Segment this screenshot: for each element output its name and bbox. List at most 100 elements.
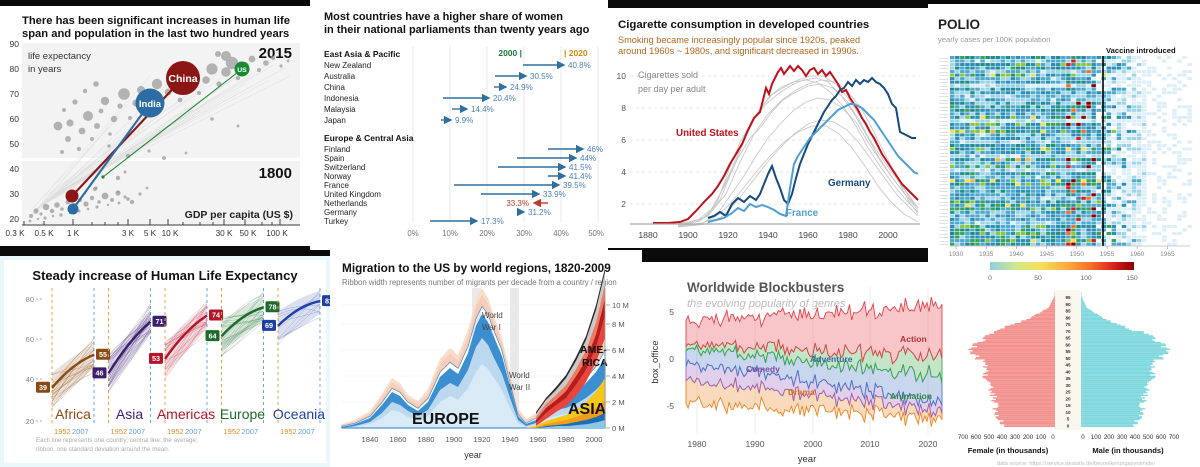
- polio-cell: [1111, 112, 1117, 116]
- polio-cell: [1071, 122, 1076, 126]
- polio-cell: [1010, 175, 1016, 179]
- polio-cell: [1081, 239, 1086, 243]
- pyramid-bar-male: [1081, 389, 1150, 391]
- polio-cell: [1071, 242, 1076, 246]
- country-line: [51, 361, 95, 393]
- polio-cell: [1071, 115, 1076, 119]
- polio-cell: [975, 232, 980, 236]
- polio-cell: [1056, 119, 1061, 123]
- polio-cell: [965, 122, 970, 126]
- polio-cell: [1096, 179, 1101, 183]
- pyramid-bar-female: [968, 348, 1055, 351]
- polio-cell: [1020, 228, 1026, 232]
- polio-cell: [1056, 129, 1061, 133]
- polio-cell: [1035, 161, 1041, 165]
- region-label-asia: ASIA: [568, 401, 607, 418]
- polio-cell: [1030, 165, 1036, 169]
- country-line: [221, 319, 264, 345]
- polio-cell: [1162, 239, 1167, 243]
- polio-cell: [985, 112, 990, 116]
- polio-cell: [970, 203, 975, 207]
- polio-cell: [1045, 239, 1051, 243]
- polio-cell: [1076, 108, 1081, 112]
- country-label: Finland: [324, 145, 350, 154]
- polio-cell: [980, 91, 985, 95]
- polio-cell: [1025, 203, 1031, 207]
- polio-cell: [1066, 207, 1071, 211]
- polio-cell: [965, 77, 970, 81]
- country-line: [108, 328, 151, 392]
- polio-cell: [1131, 224, 1137, 228]
- polio-cell: [950, 210, 955, 214]
- polio-cell: [1040, 182, 1046, 186]
- polio-cell: [1116, 105, 1122, 109]
- polio-cell: [1020, 133, 1026, 137]
- pyramid-bar-male: [1081, 305, 1087, 307]
- polio-cell: [1136, 175, 1142, 179]
- polio-cell: [1040, 228, 1046, 232]
- polio-cell: [1066, 98, 1071, 102]
- polio-cell: [965, 80, 970, 84]
- polio-cell: [1025, 189, 1031, 193]
- polio-cell: [950, 105, 955, 109]
- polio-cell: [1005, 224, 1011, 228]
- polio-cell: [1086, 108, 1091, 112]
- polio-cell: [1010, 239, 1016, 243]
- polio-cell: [950, 66, 955, 70]
- polio-cell: [1066, 203, 1071, 207]
- polio-cell: [955, 91, 960, 95]
- polio-cell: [1106, 101, 1112, 105]
- polio-cell: [1076, 217, 1081, 221]
- polio-cell: [1045, 196, 1051, 200]
- panel-subtitle: yearly cases per 100K population: [938, 35, 1050, 44]
- pyramid-bar-female: [991, 400, 1055, 402]
- band-world-war-2: [510, 288, 519, 428]
- polio-cell: [1061, 80, 1066, 84]
- polio-cell: [960, 161, 965, 165]
- polio-cell: [1111, 136, 1117, 140]
- polio-cell: [1010, 193, 1016, 197]
- polio-cell: [980, 140, 985, 144]
- polio-cell: [990, 182, 995, 186]
- polio-cell: [1010, 140, 1016, 144]
- country-line: [277, 304, 321, 312]
- polio-cell: [1000, 214, 1005, 218]
- bubble-label-china: China: [168, 73, 197, 85]
- pyramid-bar-male: [1081, 382, 1148, 384]
- polio-cell: [1116, 151, 1122, 155]
- polio-cell: [1035, 193, 1041, 197]
- polio-cell: [960, 189, 965, 193]
- polio-cell: [1025, 115, 1031, 119]
- y-tick: 80: [10, 64, 20, 74]
- pyramid-bar-female: [1004, 424, 1055, 426]
- area-europe-3: [342, 314, 605, 428]
- polio-cell: [990, 101, 995, 105]
- polio-cell: [1030, 98, 1036, 102]
- polio-cell: [1126, 214, 1132, 218]
- polio-cell: [1131, 105, 1137, 109]
- polio-cell: [1061, 179, 1066, 183]
- polio-cell: [1030, 200, 1036, 204]
- polio-cell: [1051, 186, 1056, 190]
- value-badge: [92, 367, 107, 379]
- pyramid-bar-female: [977, 346, 1055, 348]
- polio-cell: [1126, 179, 1132, 183]
- polio-cell: [1126, 56, 1132, 60]
- region-label-america-1: AME-: [580, 344, 607, 356]
- country-line: [108, 332, 151, 388]
- polio-cell: [1126, 147, 1132, 151]
- polio-cell: [990, 147, 995, 151]
- polio-cell: [970, 133, 975, 137]
- polio-cell: [1116, 119, 1122, 123]
- value-badge-label: 64: [209, 331, 217, 340]
- polio-cell: [1106, 182, 1112, 186]
- polio-cell: [1086, 122, 1091, 126]
- polio-cell: [1071, 77, 1076, 81]
- polio-cell: [1030, 91, 1036, 95]
- polio-cell: [990, 108, 995, 112]
- polio-cell: [1010, 98, 1016, 102]
- polio-cell: [1020, 63, 1026, 67]
- polio-cell: [985, 144, 990, 148]
- polio-cell: [1081, 193, 1086, 197]
